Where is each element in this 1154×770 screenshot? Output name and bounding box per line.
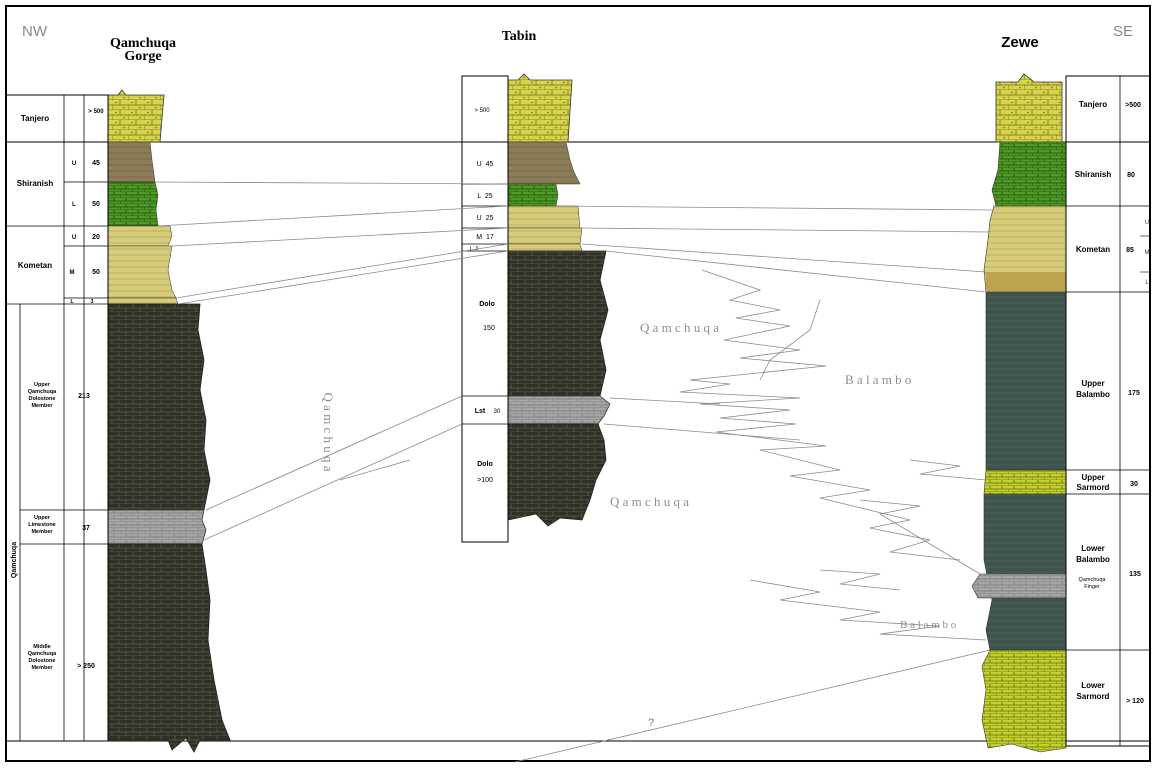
- nw-label: NW: [22, 23, 48, 40]
- tabin-shiranish-u: U 45: [477, 161, 494, 168]
- tabin-dolo-lower: Dolo: [477, 461, 493, 468]
- qg-uqdm-4: Member: [31, 403, 53, 409]
- zewe-lbalambo-thk: 135: [1129, 571, 1141, 578]
- label-balambo-lower: B a l a m b o: [900, 619, 957, 631]
- qg-mqdm-4: Member: [31, 665, 53, 671]
- label-balambo-upper: B a l a m b o: [845, 372, 911, 387]
- correlation-lines: [154, 181, 995, 763]
- zewe-kometan-u: U: [1145, 220, 1149, 226]
- zewe-shiranish-thk: 80: [1127, 172, 1135, 179]
- qg-kometan: Kometan: [18, 261, 52, 270]
- tabin-dolo-upper-thk: 150: [483, 325, 495, 332]
- zewe-title: Zewe: [1001, 34, 1039, 51]
- interfingering-lines: [679, 269, 987, 641]
- qg-uqdm-1: Upper: [34, 382, 51, 388]
- qg-ulm-2: Limestone: [28, 522, 56, 528]
- tabin-tanjero: > 500: [474, 108, 490, 114]
- qg-group-label: Qamchuqa: [11, 542, 18, 578]
- zewe-finger-1: Qamchuqa: [1079, 577, 1107, 583]
- qg-shiranish: Shiranish: [17, 179, 54, 188]
- zewe-tanjero-thk: >500: [1125, 102, 1141, 109]
- zewe-ubalambo-2: Balambo: [1076, 390, 1110, 399]
- qg-mqdm-2: Qamchuqa: [28, 651, 57, 657]
- tabin-title: Tabin: [502, 29, 537, 44]
- zewe-lbalambo-1: Lower: [1081, 544, 1105, 553]
- qg-ulm-3: Member: [31, 529, 53, 535]
- qg-tanjero-thk: > 500: [88, 109, 104, 115]
- zewe-section: Tanjero >500 Shiranish 80 Kometan 85 U M…: [971, 73, 1151, 753]
- zewe-kometan-m: M: [1145, 250, 1150, 256]
- qg-mqdm-thk: > 250: [77, 663, 95, 670]
- qg-shiranish-l: L: [72, 202, 76, 208]
- qamchuqa-gorge-title-line2: Gorge: [124, 49, 161, 64]
- tabin-dolo-lower-thk: >100: [477, 477, 493, 484]
- qg-mqdm-3: Dolostone: [29, 658, 56, 664]
- qg-shiranish-u: U: [72, 161, 76, 167]
- qg-uqdm-thk: 213: [78, 393, 90, 400]
- qg-uqdm-3: Dolostone: [29, 396, 56, 402]
- zewe-kometan-thk: 85: [1126, 247, 1134, 254]
- qg-ulm-1: Upper: [34, 515, 51, 521]
- qg-kometan-u-thk: 20: [92, 234, 100, 241]
- zewe-ubalambo-thk: 175: [1128, 390, 1140, 397]
- tabin-kometan-l: L 3: [470, 246, 478, 252]
- tabin-shiranish-l: L 25: [477, 193, 492, 200]
- zewe-lsarmord-1: Lower: [1081, 681, 1105, 690]
- qamchuqa-gorge-section: Tanjero > 500 Shiranish U 45 L 50 Kometa…: [5, 89, 231, 753]
- tabin-dolo-upper: Dolo: [479, 301, 495, 308]
- qg-kometan-m-thk: 50: [92, 269, 100, 276]
- qg-tanjero: Tanjero: [21, 114, 49, 123]
- qamchuqa-gorge-title-line1: Qamchuqa: [110, 36, 176, 51]
- tabin-lst-thk: 30: [494, 409, 501, 415]
- qg-kometan-m: M: [70, 270, 75, 276]
- zewe-usarmord-1: Upper: [1081, 473, 1104, 482]
- label-unknown: ?: [648, 717, 654, 729]
- tabin-kometan-u: U 25: [477, 215, 494, 222]
- label-qamchuqa-upper: Q a m c h u q a: [640, 320, 719, 335]
- zewe-tanjero: Tanjero: [1079, 100, 1107, 109]
- se-label: SE: [1113, 23, 1133, 40]
- label-qamchuqa-lower: Q a m c h u q a: [610, 494, 689, 509]
- zewe-finger-2: Finger: [1084, 584, 1100, 590]
- zewe-ubalambo-1: Upper: [1081, 379, 1104, 388]
- qg-shiranish-l-thk: 50: [92, 201, 100, 208]
- qg-kometan-l: L: [70, 299, 73, 305]
- zewe-kometan-l: L: [1145, 280, 1149, 286]
- tabin-lst: Lst: [475, 408, 486, 415]
- zewe-lsarmord-thk: > 120: [1126, 698, 1144, 705]
- tabin-kometan-m: M 17: [476, 234, 494, 241]
- qg-uqdm-2: Qamchuqa: [28, 389, 57, 395]
- qg-mqdm-1: Middle: [33, 644, 50, 650]
- qg-ulm-thk: 37: [82, 525, 90, 532]
- zewe-lsarmord-2: Sarmord: [1077, 692, 1110, 701]
- tabin-section: > 500 U 45 L 25 U 25 M 17 L 3 Dolo 150 L…: [461, 73, 611, 543]
- qg-kometan-u: U: [72, 235, 76, 241]
- qg-kometan-l-thk: 3: [91, 299, 94, 305]
- zewe-usarmord-thk: 30: [1130, 481, 1138, 488]
- zewe-lbalambo-2: Balambo: [1076, 555, 1110, 564]
- zewe-shiranish: Shiranish: [1075, 170, 1112, 179]
- qg-shiranish-u-thk: 45: [92, 160, 100, 167]
- zewe-usarmord-2: Sarmord: [1077, 483, 1110, 492]
- label-qamchuqa-vertical: Q a m c h u q a: [321, 392, 336, 471]
- zewe-kometan: Kometan: [1076, 245, 1110, 254]
